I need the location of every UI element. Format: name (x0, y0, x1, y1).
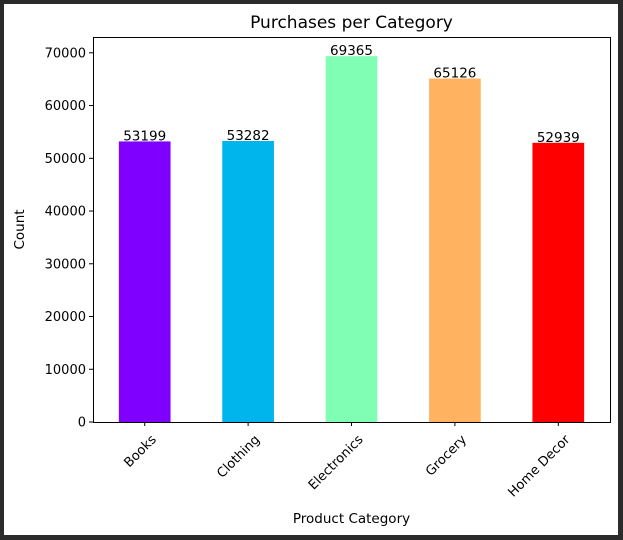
y-tick-label-50000: 50000 (45, 152, 86, 167)
bar-chart: Purchases per Category Count Product Cat… (12, 13, 611, 527)
y-tick-label-30000: 30000 (45, 257, 86, 272)
x-tick-label-electronics: Electronics (306, 432, 367, 493)
chart-figure: Purchases per Category Count Product Cat… (4, 4, 618, 535)
y-tick-label-40000: 40000 (45, 205, 86, 220)
bars-layer (118, 56, 585, 423)
y-tick-label-10000: 10000 (45, 363, 86, 378)
data-label-grocery: 65126 (433, 66, 476, 82)
data-label-home-decor: 52939 (537, 130, 580, 146)
bar-home-decor (532, 142, 585, 423)
plot-frame (93, 37, 611, 423)
bar-clothing (222, 140, 274, 422)
y-tick-label-60000: 60000 (45, 99, 86, 114)
data-labels-layer: 53199 53282 69365 65126 52939 (123, 43, 580, 146)
data-label-electronics: 69365 (330, 43, 373, 59)
x-tick-label-home-decor: Home Decor (505, 432, 573, 500)
y-tick-label-0: 0 (78, 416, 86, 431)
data-label-books: 53199 (123, 128, 166, 144)
y-axis-label: Count (12, 209, 28, 249)
data-label-clothing: 53282 (227, 128, 270, 144)
x-ticks-layer: Books Clothing Electronics Grocery Home Deco… (121, 422, 574, 500)
x-tick-label-books: Books (121, 432, 159, 470)
bar-grocery (429, 78, 481, 423)
bar-electronics (325, 56, 378, 422)
x-tick-label-grocery: Grocery (423, 432, 470, 479)
y-tick-label-20000: 20000 (45, 310, 86, 325)
y-tick-label-70000: 70000 (45, 46, 86, 61)
bar-books (118, 141, 171, 422)
x-axis-label: Product Category (293, 511, 410, 527)
x-tick-label-clothing: Clothing (214, 432, 263, 481)
y-ticks-layer: 0 10000 20000 30000 40000 50000 60000 70000 (45, 46, 93, 431)
chart-title: Purchases per Category (250, 13, 453, 33)
